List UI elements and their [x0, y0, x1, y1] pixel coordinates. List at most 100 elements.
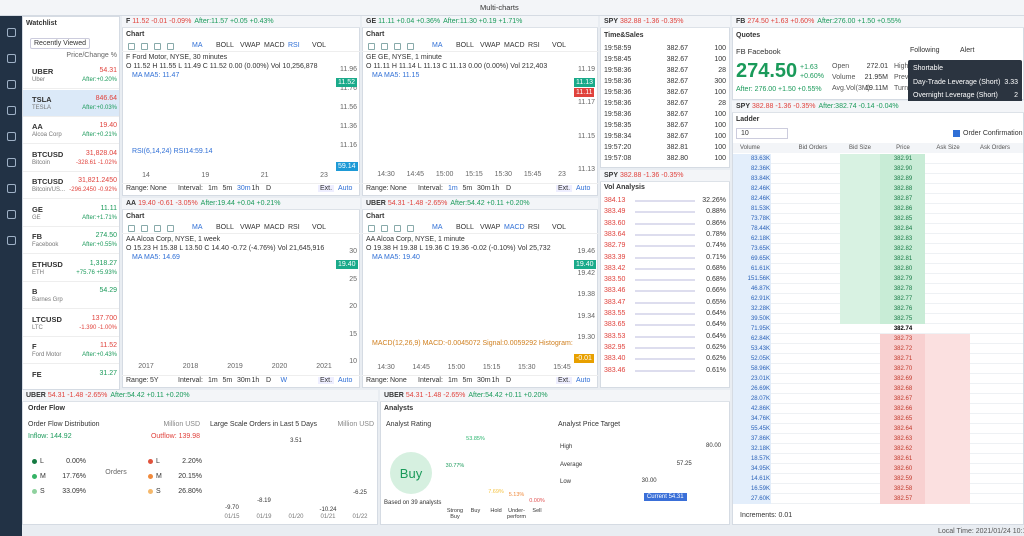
- checkbox[interactable]: [953, 130, 960, 137]
- ext-button[interactable]: Ext.: [318, 185, 335, 192]
- interval-button[interactable]: 1h: [251, 185, 260, 192]
- interval-button[interactable]: 1m: [208, 377, 218, 384]
- watch-row[interactable]: [23, 200, 119, 227]
- indicator-button[interactable]: VOL: [552, 42, 567, 49]
- interval-button[interactable]: D: [266, 377, 272, 384]
- tool-icon[interactable]: [128, 43, 135, 50]
- indicator-button[interactable]: VOL: [312, 224, 327, 231]
- interval-button[interactable]: 5m: [222, 185, 233, 192]
- indicator-button[interactable]: MACD: [504, 42, 525, 49]
- nav-icon[interactable]: [7, 132, 16, 141]
- quantity-input[interactable]: [736, 128, 788, 139]
- tool-icon[interactable]: [368, 43, 375, 50]
- indicator-button[interactable]: RSI: [528, 224, 540, 231]
- tool-icon[interactable]: [154, 225, 161, 232]
- nav-icon[interactable]: [7, 54, 16, 63]
- nav-icon[interactable]: [7, 236, 16, 245]
- indicator-button[interactable]: BOLL: [456, 224, 474, 231]
- watch-row[interactable]: [23, 227, 119, 254]
- interval-button[interactable]: W: [280, 377, 288, 384]
- ext-button[interactable]: Ext.: [556, 185, 573, 192]
- tool-icon[interactable]: [368, 225, 375, 232]
- indicator-button[interactable]: RSI: [288, 224, 300, 231]
- indicator-button[interactable]: MACD: [264, 42, 285, 49]
- auto-button[interactable]: Auto: [576, 185, 591, 192]
- indicator-button[interactable]: BOLL: [216, 42, 234, 49]
- tool-icon[interactable]: [381, 43, 388, 50]
- watch-row[interactable]: [23, 282, 119, 309]
- indicator-button[interactable]: MACD: [264, 224, 285, 231]
- quantity[interactable]: 10: [741, 130, 749, 137]
- auto-button[interactable]: Auto: [338, 185, 353, 192]
- tool-icon[interactable]: [141, 225, 148, 232]
- indicator-button[interactable]: RSI: [288, 42, 300, 49]
- interval-button[interactable]: D: [506, 185, 512, 192]
- indicator-button[interactable]: MA: [192, 42, 203, 49]
- indicator-button[interactable]: VWAP: [240, 224, 261, 231]
- watch-row[interactable]: [23, 255, 119, 282]
- nav-icon[interactable]: [7, 28, 16, 37]
- tool-icon[interactable]: [394, 225, 401, 232]
- interval-button[interactable]: 1h: [491, 185, 500, 192]
- nav-icon[interactable]: [7, 106, 16, 115]
- tool-icon[interactable]: [141, 43, 148, 50]
- interval-button[interactable]: 30m: [477, 185, 491, 192]
- range-value[interactable]: None: [390, 377, 407, 384]
- interval-button[interactable]: 1m: [448, 377, 458, 384]
- interval-button[interactable]: 5m: [222, 377, 233, 384]
- nav-icon[interactable]: [7, 210, 16, 219]
- auto-button[interactable]: Auto: [576, 377, 591, 384]
- interval-button[interactable]: 30m: [237, 185, 251, 192]
- range-value[interactable]: None: [390, 185, 407, 192]
- interval-button[interactable]: 1h: [251, 377, 260, 384]
- watch-row[interactable]: [23, 89, 119, 117]
- interval-button[interactable]: 1m: [208, 185, 218, 192]
- tool-icon[interactable]: [407, 225, 414, 232]
- interval-button[interactable]: 30m: [477, 377, 491, 384]
- alert-button[interactable]: Alert: [960, 47, 975, 54]
- tool-icon[interactable]: [128, 225, 135, 232]
- indicator-button[interactable]: MACD: [504, 224, 525, 231]
- ext-button[interactable]: Ext.: [318, 377, 335, 384]
- watch-row[interactable]: [23, 145, 119, 172]
- interval-button[interactable]: 5m: [462, 185, 473, 192]
- interval-button[interactable]: 30m: [237, 377, 251, 384]
- indicator-button[interactable]: RSI: [528, 42, 540, 49]
- indicator-button[interactable]: VWAP: [480, 224, 501, 231]
- indicator-button[interactable]: VWAP: [240, 42, 261, 49]
- indicator-button[interactable]: VWAP: [480, 42, 501, 49]
- indicator-button[interactable]: VOL: [312, 42, 327, 49]
- filter-dropdown[interactable]: [30, 38, 90, 49]
- watch-row[interactable]: [23, 337, 119, 364]
- nav-icon[interactable]: [7, 184, 16, 193]
- tool-icon[interactable]: [381, 225, 388, 232]
- interval-button[interactable]: 1h: [491, 377, 500, 384]
- indicator-button[interactable]: BOLL: [216, 224, 234, 231]
- interval-button[interactable]: D: [506, 377, 512, 384]
- indicator-button[interactable]: MA: [432, 224, 443, 231]
- indicator-button[interactable]: VOL: [552, 224, 567, 231]
- watch-row[interactable]: [23, 62, 119, 89]
- tool-icon[interactable]: [394, 43, 401, 50]
- watch-row[interactable]: [23, 117, 119, 144]
- interval-button[interactable]: D: [266, 185, 272, 192]
- indicator-button[interactable]: MA: [432, 42, 443, 49]
- watch-row[interactable]: [23, 172, 119, 199]
- indicator-button[interactable]: MA: [192, 224, 203, 231]
- tool-icon[interactable]: [407, 43, 414, 50]
- auto-button[interactable]: Auto: [338, 377, 353, 384]
- interval-button[interactable]: 5m: [462, 377, 473, 384]
- interval-button[interactable]: 1m: [448, 185, 458, 192]
- nav-icon[interactable]: [7, 158, 16, 167]
- tool-icon[interactable]: [154, 43, 161, 50]
- tool-icon[interactable]: [167, 225, 174, 232]
- indicator-button[interactable]: BOLL: [456, 42, 474, 49]
- follow-button[interactable]: Following: [910, 47, 940, 54]
- watch-row[interactable]: [23, 310, 119, 337]
- filter[interactable]: Recently Viewed: [34, 40, 87, 47]
- tool-icon[interactable]: [167, 43, 174, 50]
- ext-button[interactable]: Ext.: [556, 377, 573, 384]
- range-value[interactable]: None: [150, 185, 167, 192]
- range-value[interactable]: 5Y: [150, 377, 159, 384]
- nav-icon[interactable]: [7, 80, 16, 89]
